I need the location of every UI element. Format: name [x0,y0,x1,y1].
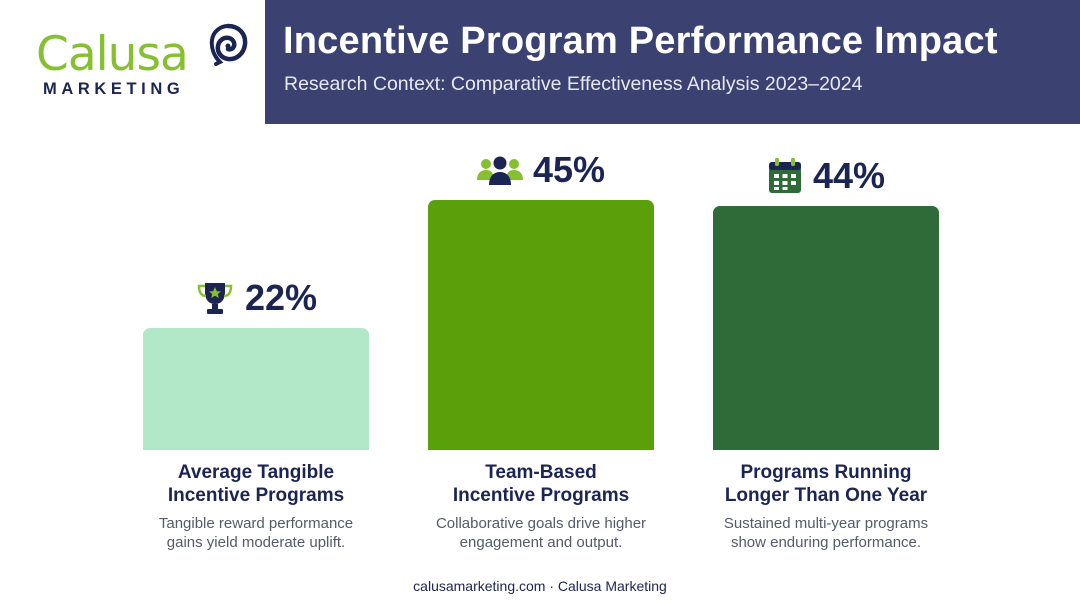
page-subtitle: Research Context: Comparative Effectiven… [284,73,863,95]
nautilus-shell-icon [209,23,248,66]
calusa-logo[interactable]: Calusa MARKETING [36,22,251,102]
bar-value: 44% [812,155,886,196]
category-description: Collaborative goals drive higher engageme… [408,514,674,552]
footer-credit: calusamarketing.com · Calusa Marketing [413,578,667,594]
category-title: Programs Running Longer Than One Year [693,461,959,507]
category-description-line: gains yield moderate uplift. [166,534,346,551]
category-description-line: engagement and output. [459,534,623,551]
bar-value-label: 22% [143,276,369,320]
category-description-line: Collaborative goals drive higher [435,515,647,532]
category-title-line: Programs Running [740,462,912,483]
category-description: Tangible reward performance gains yield m… [123,514,389,552]
category-title-line: Team-Based [485,462,597,483]
trophy-icon [195,280,235,316]
logo-wordmark: Calusa [36,27,189,82]
team-icon [476,154,523,186]
bar-average-tangible-incentive-programs [143,328,369,450]
bar-value: 45% [532,149,606,190]
category-description-line: Tangible reward performance [158,515,354,532]
category-title-line: Incentive Programs [452,485,630,506]
category-title: Average Tangible Incentive Programs [123,461,389,507]
category-title: Team-Based Incentive Programs [408,461,674,507]
category-description-line: show enduring performance. [730,534,922,551]
bar-team-based-incentive-programs [428,200,654,450]
category-title-line: Incentive Programs [167,485,345,506]
bar-programs-running-longer-than-one-year [713,206,939,450]
bar-value: 22% [244,277,318,318]
category-description: Sustained multi-year programs show enduri… [693,514,959,552]
category-title-line: Average Tangible [177,462,335,483]
calendar-icon [767,157,803,195]
page-title: Incentive Program Performance Impact [283,20,998,62]
category-title-line: Longer Than One Year [724,485,928,506]
category-description-line: Sustained multi-year programs [723,515,929,532]
logo-tagline: MARKETING [43,80,185,98]
bar-value-label: 44% [713,154,939,198]
header-band [265,0,1080,124]
bar-value-label: 45% [428,148,654,192]
